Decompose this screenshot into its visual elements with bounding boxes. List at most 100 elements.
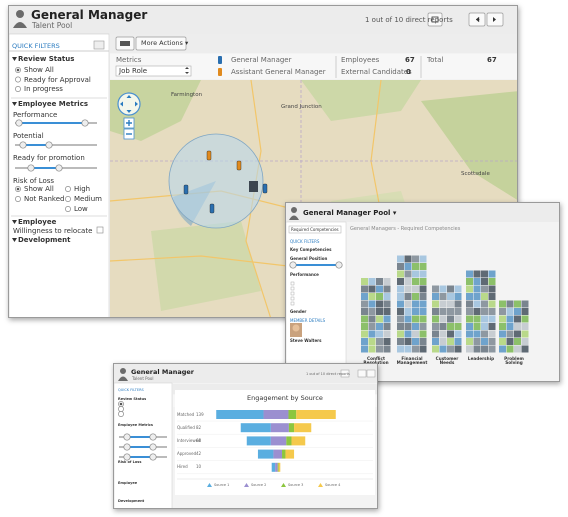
slider-label: Ready for promotion bbox=[13, 154, 85, 162]
sidebar-item: MEMBER DETAILS bbox=[290, 318, 326, 323]
competency-tile bbox=[499, 330, 506, 338]
map-pin[interactable] bbox=[262, 183, 268, 194]
stat-value: 67 bbox=[487, 56, 497, 64]
job-role-select[interactable] bbox=[115, 65, 192, 77]
more-actions-label[interactable]: More Actions ▾ bbox=[141, 39, 189, 47]
competency-tile bbox=[447, 293, 454, 300]
legend-label: Source 3 bbox=[288, 482, 304, 487]
competency-tile bbox=[432, 338, 439, 345]
category-label: Customer Needs bbox=[435, 356, 459, 366]
map-pin[interactable] bbox=[209, 203, 215, 214]
competency-tile bbox=[481, 323, 488, 330]
competency-tile bbox=[488, 330, 496, 338]
competency-tile bbox=[383, 285, 391, 293]
nav-button[interactable] bbox=[357, 369, 367, 378]
pool-canvas bbox=[286, 203, 559, 381]
competency-column bbox=[432, 285, 462, 353]
window-subtitle: Talent Pool bbox=[32, 21, 73, 30]
slider-knob bbox=[335, 261, 343, 269]
competency-tile bbox=[521, 345, 529, 353]
select-value[interactable]: Job Role bbox=[119, 67, 148, 75]
competency-tile bbox=[499, 315, 506, 323]
category-label: Financial Management bbox=[396, 356, 428, 366]
competency-tile bbox=[466, 315, 473, 323]
funnel-segment bbox=[240, 423, 271, 433]
total-label: 82 bbox=[196, 424, 202, 430]
engagement-window: General Manager Talent Pool 1 out of 10 di… bbox=[113, 363, 378, 509]
sidebar-item: Risk of Loss bbox=[118, 460, 142, 464]
legend-label: Source 1 bbox=[214, 482, 230, 487]
sidebar-item: General Position bbox=[290, 256, 328, 261]
radio-label[interactable]: In progress bbox=[24, 85, 63, 93]
checkbox bbox=[290, 286, 295, 291]
competency-tile bbox=[432, 285, 439, 293]
radio-label[interactable]: Not Ranked bbox=[24, 195, 65, 203]
competency-tile bbox=[404, 330, 412, 338]
category-label: Approved bbox=[177, 451, 197, 457]
competency-tile bbox=[506, 315, 514, 323]
map-region bbox=[421, 91, 517, 200]
radio-label[interactable]: Ready for Approval bbox=[24, 75, 91, 84]
competency-tile bbox=[368, 285, 376, 293]
competency-tile bbox=[488, 278, 496, 285]
radio bbox=[118, 411, 124, 417]
competency-tile bbox=[432, 308, 439, 315]
metrics-label: Metrics bbox=[116, 56, 142, 64]
radio-label[interactable]: Low bbox=[74, 205, 88, 213]
slider-knob bbox=[19, 141, 27, 149]
radio-dot bbox=[16, 187, 20, 191]
nav-button[interactable] bbox=[340, 369, 350, 378]
sidebar-item: QUICK FILTERS bbox=[118, 388, 144, 392]
competency-tile bbox=[376, 278, 383, 285]
select-value[interactable]: Required Competencies bbox=[291, 227, 339, 232]
competency-tile bbox=[404, 270, 412, 278]
checkbox[interactable] bbox=[96, 226, 104, 234]
map-pin[interactable] bbox=[183, 184, 189, 195]
next-arrow bbox=[493, 17, 496, 22]
expand-arrow bbox=[12, 57, 17, 61]
window-title: General Manager Pool ▾ bbox=[303, 209, 397, 217]
nav-button[interactable] bbox=[366, 369, 376, 378]
radio-label[interactable]: Show All bbox=[24, 185, 54, 193]
competency-tile bbox=[404, 345, 412, 353]
competency-tile bbox=[454, 293, 462, 300]
user-icon-head bbox=[291, 207, 297, 213]
competency-tile bbox=[499, 338, 506, 345]
competency-tile bbox=[404, 285, 412, 293]
competency-tile bbox=[473, 270, 481, 278]
competency-tile bbox=[454, 323, 462, 330]
radio-label[interactable]: Show All bbox=[24, 66, 54, 74]
radio-label[interactable]: Medium bbox=[74, 195, 102, 203]
nav-button[interactable] bbox=[427, 12, 443, 27]
window-subtitle: Talent Pool bbox=[132, 376, 154, 381]
map-pin[interactable] bbox=[236, 160, 242, 171]
competency-tile bbox=[419, 330, 427, 338]
competency-tile bbox=[439, 308, 447, 315]
zoom-glyph bbox=[126, 120, 132, 126]
competency-tile bbox=[383, 278, 391, 285]
competency-tile bbox=[361, 323, 368, 330]
competency-select[interactable] bbox=[288, 225, 342, 234]
competency-tile bbox=[432, 300, 439, 308]
category-label: Leadership bbox=[467, 356, 495, 361]
competency-tile bbox=[506, 330, 514, 338]
pan-control[interactable] bbox=[117, 92, 141, 116]
more-actions-button[interactable] bbox=[135, 36, 187, 51]
competency-tile bbox=[481, 308, 488, 315]
funnel-segment bbox=[278, 462, 281, 472]
radio-label[interactable]: High bbox=[74, 185, 91, 193]
slider-knob bbox=[149, 443, 157, 451]
competency-tile bbox=[419, 278, 427, 285]
slider-knob bbox=[15, 119, 23, 127]
filter-edit-button[interactable] bbox=[93, 40, 105, 50]
competency-tile bbox=[368, 323, 376, 330]
competency-column bbox=[361, 278, 391, 353]
section-label: Risk of Loss bbox=[13, 177, 55, 185]
competency-tile bbox=[454, 285, 462, 293]
map-pin[interactable] bbox=[206, 150, 212, 161]
competency-tile bbox=[499, 308, 506, 315]
competency-tile bbox=[454, 300, 462, 308]
competency-tile bbox=[521, 308, 529, 315]
competency-tile bbox=[376, 300, 383, 308]
